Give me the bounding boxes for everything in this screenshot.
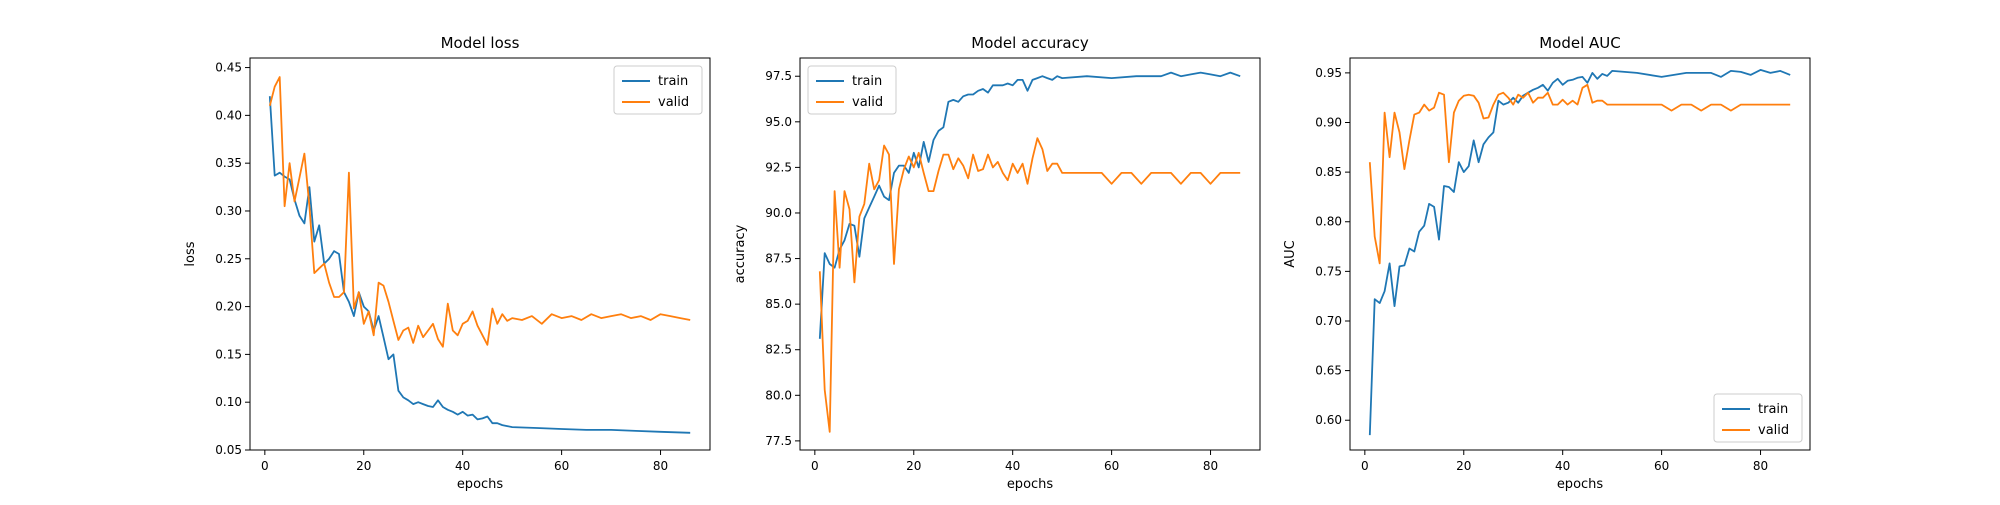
y-tick-label: 0.80	[1315, 215, 1342, 229]
x-tick-label: 40	[1005, 459, 1020, 473]
y-axis-label: AUC	[1283, 240, 1298, 268]
x-axis-label: epochs	[1007, 477, 1054, 492]
y-tick-label: 0.60	[1315, 413, 1342, 427]
x-tick-label: 60	[1654, 459, 1669, 473]
y-tick-label: 82.5	[765, 343, 792, 357]
x-tick-label: 40	[455, 459, 470, 473]
x-tick-label: 20	[356, 459, 371, 473]
y-tick-label: 87.5	[765, 252, 792, 266]
y-tick-label: 0.30	[215, 204, 242, 218]
y-tick-label: 97.5	[765, 69, 792, 83]
y-tick-label: 0.35	[215, 156, 242, 170]
x-tick-label: 40	[1555, 459, 1570, 473]
series-line-train	[268, 96, 691, 434]
x-tick-label: 80	[1203, 459, 1218, 473]
x-tick-label: 60	[554, 459, 569, 473]
y-tick-label: 0.10	[215, 395, 242, 409]
y-tick-label: 0.70	[1315, 314, 1342, 328]
legend-label-train: train	[852, 74, 882, 89]
x-axis-label: epochs	[1557, 477, 1604, 492]
x-tick-label: 0	[1361, 459, 1369, 473]
chart-panel-3: 0 20 40 60 80 0.60 0.65 0.70 0.75 0.80 0.85 0.90 0.9…	[1283, 34, 1811, 492]
legend-label-valid: valid	[658, 95, 689, 110]
y-tick-label: 90.0	[765, 206, 792, 220]
y-tick-label: 0.75	[1315, 264, 1342, 278]
x-tick-label: 60	[1104, 459, 1119, 473]
chart-title: Model accuracy	[971, 34, 1089, 52]
y-tick-label: 77.5	[765, 434, 792, 448]
y-tick-label: 0.45	[215, 61, 242, 75]
y-tick-label: 0.95	[1315, 66, 1342, 80]
legend: train valid	[613, 65, 703, 115]
chart-panel-2: 0 20 40 60 80 77.5 80.0 82.5 85.0 87.5 90.0 92.5 95.…	[733, 34, 1261, 492]
y-tick-label: 0.05	[215, 443, 242, 457]
legend: train valid	[1713, 393, 1803, 443]
y-tick-label: 0.40	[215, 108, 242, 122]
legend-label-valid: valid	[1758, 423, 1789, 438]
y-tick-label: 0.20	[215, 300, 242, 314]
legend-label-train: train	[1758, 402, 1788, 417]
series-line-train	[818, 71, 1241, 339]
chart-panel-1: 0 20 40 60 80 0.05 0.10 0.15 0.20 0.25 0.30 0.35 0.4…	[183, 34, 711, 492]
x-tick-label: 0	[261, 459, 269, 473]
y-tick-label: 0.65	[1315, 364, 1342, 378]
y-axis-label: loss	[183, 241, 198, 266]
legend-label-train: train	[658, 74, 688, 89]
plot-frame	[799, 57, 1261, 451]
chart-title: Model AUC	[1539, 34, 1621, 52]
legend: train valid	[807, 65, 897, 115]
chart-title: Model loss	[441, 34, 520, 52]
series-line-valid	[268, 76, 691, 348]
plot-frame	[249, 57, 711, 451]
series-line-valid	[1368, 83, 1791, 265]
y-tick-label: 85.0	[765, 297, 792, 311]
y-axis-label: accuracy	[733, 224, 748, 283]
x-tick-label: 20	[1456, 459, 1471, 473]
x-tick-label: 80	[653, 459, 668, 473]
y-tick-label: 0.90	[1315, 116, 1342, 130]
plot-frame	[1349, 57, 1811, 451]
x-tick-label: 0	[811, 459, 819, 473]
y-tick-label: 80.0	[765, 388, 792, 402]
series-line-train	[1368, 69, 1791, 436]
legend-label-valid: valid	[852, 95, 883, 110]
x-tick-label: 80	[1753, 459, 1768, 473]
x-tick-label: 20	[906, 459, 921, 473]
y-tick-label: 92.5	[765, 160, 792, 174]
y-tick-label: 0.15	[215, 347, 242, 361]
x-axis-label: epochs	[457, 477, 504, 492]
y-tick-label: 0.85	[1315, 165, 1342, 179]
series-line-valid	[818, 137, 1241, 433]
y-tick-label: 95.0	[765, 115, 792, 129]
y-tick-label: 0.25	[215, 252, 242, 266]
